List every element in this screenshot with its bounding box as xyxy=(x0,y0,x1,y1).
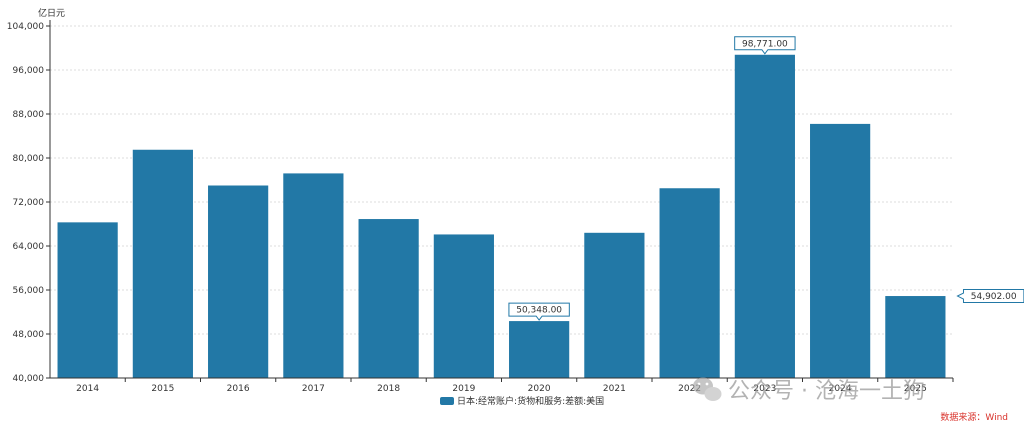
x-tick-label: 2022 xyxy=(678,384,701,394)
bar-2016 xyxy=(208,185,269,378)
y-tick-label: 104,000 xyxy=(7,22,44,32)
x-tick-label: 2021 xyxy=(603,384,626,394)
bar-2014 xyxy=(57,222,118,378)
y-tick-label: 48,000 xyxy=(13,330,45,340)
bar-2024 xyxy=(810,123,871,379)
bar-2017 xyxy=(283,173,344,378)
bar-2018 xyxy=(358,219,419,378)
x-tick-label: 2014 xyxy=(76,384,99,394)
y-tick-label: 64,000 xyxy=(13,242,45,252)
y-axis-unit-label: 亿日元 xyxy=(38,7,65,19)
y-tick-label: 80,000 xyxy=(13,154,45,164)
x-tick-label: 2018 xyxy=(377,384,400,394)
bar-2022 xyxy=(659,188,720,378)
y-tick-label: 40,000 xyxy=(13,374,45,384)
y-tick-label: 88,000 xyxy=(13,110,45,120)
x-tick-label: 2016 xyxy=(227,384,250,394)
data-labels: 50,348.00 98,771.00 54,902.00 xyxy=(508,36,1024,321)
watermark: 公众号 · 沧海一土狗 xyxy=(693,377,925,404)
bar-2015 xyxy=(132,149,193,378)
axes: 40,000 48,000 56,000 64,000 72,000 80,000 88,0… xyxy=(7,20,954,394)
gridlines xyxy=(50,25,953,335)
legend-swatch xyxy=(440,397,454,405)
data-label-box xyxy=(734,36,796,55)
bar-2025 xyxy=(885,296,946,378)
y-tick-label: 56,000 xyxy=(13,286,45,296)
x-tick-label: 2023 xyxy=(753,384,776,394)
data-label: 54,902.00 xyxy=(971,292,1017,302)
bar-2020 xyxy=(509,321,570,378)
x-tick-label: 2015 xyxy=(151,384,174,394)
data-label: 50,348.00 xyxy=(516,306,562,316)
x-tick-label: 2017 xyxy=(302,384,325,394)
legend-label: 日本:经常账户:货物和服务:差额:美国 xyxy=(457,395,604,407)
legend[interactable]: 日本:经常账户:货物和服务:差额:美国 xyxy=(440,395,604,407)
x-tick-label: 2025 xyxy=(904,384,927,394)
bars xyxy=(57,54,946,379)
bar-2019 xyxy=(433,234,494,378)
watermark-text: 公众号 · 沧海一土狗 xyxy=(728,379,925,404)
y-tick-label: 72,000 xyxy=(13,198,45,208)
y-tick-label: 96,000 xyxy=(13,66,45,76)
x-tick-label: 2020 xyxy=(528,384,551,394)
data-label-box xyxy=(508,302,570,321)
data-label: 98,771.00 xyxy=(742,39,788,49)
data-source: 数据来源：Wind xyxy=(940,411,1008,423)
wechat-icon xyxy=(693,377,722,401)
x-tick-label: 2024 xyxy=(829,384,852,394)
bar-2021 xyxy=(584,232,645,378)
bar-2023 xyxy=(734,54,795,379)
x-tick-label: 2019 xyxy=(452,384,475,394)
